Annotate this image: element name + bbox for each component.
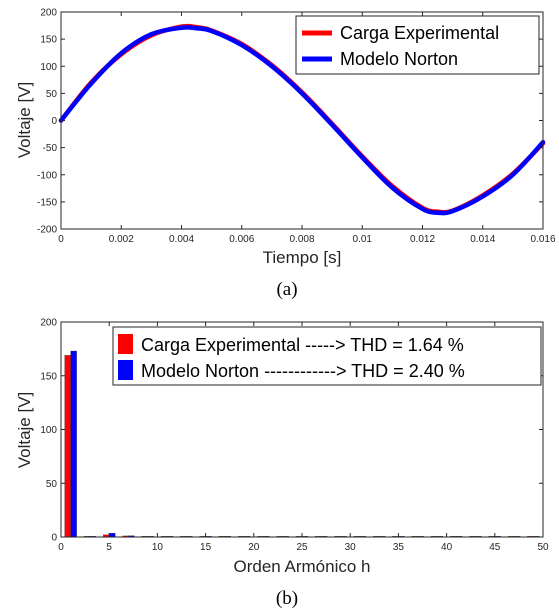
x-tick-label: 45 <box>489 542 501 553</box>
x-tick-label: 20 <box>248 542 260 553</box>
y-tick-label: -200 <box>37 225 57 236</box>
x-tick-label: 35 <box>393 542 405 553</box>
y-tick-label: -100 <box>37 170 57 181</box>
x-tick-label: 0.006 <box>229 234 254 245</box>
legend-swatch-carga-thd <box>118 334 133 354</box>
y-ticks-a: -200 -150 -100 -50 0 50 100 150 200 <box>37 8 543 236</box>
x-tick-label: 0.002 <box>109 234 134 245</box>
panel-b: 0 5 10 15 20 25 30 35 40 45 50 0 50 100 150 200 Orden … <box>15 318 549 610</box>
legend-box-a <box>295 15 540 75</box>
y-tick-label: 50 <box>46 89 58 100</box>
x-tick-label: 25 <box>296 542 308 553</box>
y-tick-label: 100 <box>40 62 57 73</box>
bar-norton-h1 <box>70 350 77 538</box>
legend-label-norton-thd: Modelo Norton ------------> THD = 2.40 % <box>141 361 465 381</box>
x-tick-label: 0.01 <box>353 234 373 245</box>
x-ticks-b: 0 5 10 15 20 25 30 35 40 45 50 <box>58 322 549 553</box>
legend-box-b <box>112 326 542 386</box>
x-tick-label: 0.016 <box>530 234 555 245</box>
legend-swatch-norton-thd <box>118 360 133 380</box>
x-tick-label: 50 <box>537 542 549 553</box>
x-axis-label-b: Orden Armónico h <box>233 557 370 576</box>
legend-b: Carga Experimental -----> THD = 1.64 % M… <box>112 326 542 386</box>
x-tick-label: 0 <box>58 234 64 245</box>
y-axis-label-b: Voltaje [V] <box>15 392 34 469</box>
x-tick-label: 0.014 <box>470 234 495 245</box>
x-tick-label: 0 <box>58 542 64 553</box>
panel-a: 0 0.002 0.004 0.006 0.008 0.01 0.012 0.014 0.016… <box>15 8 556 301</box>
y-tick-label: 0 <box>51 116 57 127</box>
y-tick-label: 0 <box>51 533 57 544</box>
bar-norton-h5 <box>109 533 116 538</box>
y-tick-label: 200 <box>40 318 57 329</box>
y-tick-label: -150 <box>37 197 57 208</box>
legend-label-norton: Modelo Norton <box>340 49 458 69</box>
x-axis-label-a: Tiempo [s] <box>263 248 342 267</box>
x-tick-label: 10 <box>152 542 164 553</box>
series-line-modelo-norton <box>58 25 546 216</box>
series-lines-a <box>58 23 546 216</box>
x-tick-label: 0.008 <box>289 234 314 245</box>
y-axis-label-a: Voltaje [V] <box>15 82 34 159</box>
x-tick-label: 0.012 <box>410 234 435 245</box>
x-tick-label: 30 <box>345 542 357 553</box>
x-tick-label: 40 <box>441 542 453 553</box>
x-tick-label: 5 <box>106 542 112 553</box>
y-tick-label: 50 <box>46 479 58 490</box>
x-ticks-a: 0 0.002 0.004 0.006 0.008 0.01 0.012 0.014 0.016 <box>58 12 556 245</box>
x-tick-label: 0.004 <box>169 234 194 245</box>
y-tick-label: 200 <box>40 8 57 19</box>
y-tick-label: -50 <box>43 143 58 154</box>
legend-label-carga-thd: Carga Experimental -----> THD = 1.64 % <box>141 335 464 355</box>
caption-b: (b) <box>276 588 298 609</box>
x-tick-label: 15 <box>200 542 212 553</box>
y-tick-label: 150 <box>40 35 57 46</box>
y-ticks-b: 0 50 100 150 200 <box>40 318 543 544</box>
legend-label-carga: Carga Experimental <box>340 23 499 43</box>
legend-a: Carga Experimental Modelo Norton <box>295 15 540 75</box>
y-tick-label: 100 <box>40 425 57 436</box>
caption-a: (a) <box>276 279 297 300</box>
bar-carga-h1 <box>64 355 71 538</box>
y-tick-label: 150 <box>40 371 57 382</box>
